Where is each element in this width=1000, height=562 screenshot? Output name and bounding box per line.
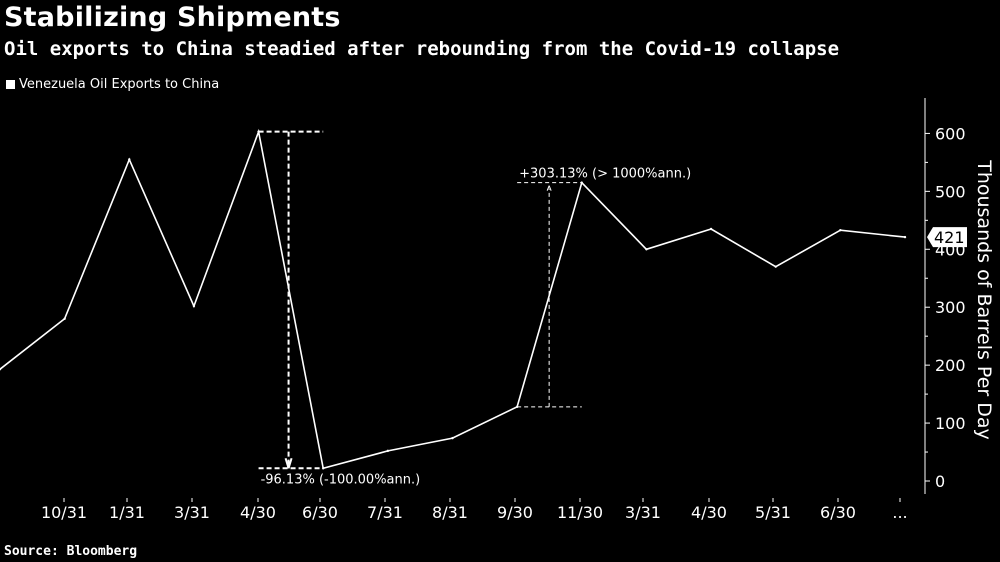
data-point (774, 265, 777, 268)
x-tick-label: 5/31 (755, 503, 791, 522)
x-axis: 10/31 1/31 3/31 4/30 6/30 7/31 8/31 9/30 11/30 3/… (41, 498, 908, 522)
last-value-tag: 421 (927, 227, 967, 248)
data-point (128, 158, 131, 161)
legend-label: Venezuela Oil Exports to China (19, 77, 220, 92)
y-tick-label: 600 (935, 124, 966, 143)
series-line-venezuela-oil-exports (0, 128, 906, 470)
data-point (0, 367, 2, 371)
annotation-rise-arrow-left (546, 185, 550, 191)
data-point (386, 449, 390, 453)
source-note: Source: Bloomberg (4, 544, 138, 559)
data-point (451, 436, 454, 440)
x-tick-label: ... (892, 503, 907, 522)
x-tick-label: 10/31 (41, 503, 87, 522)
last-value-label: 421 (934, 228, 965, 247)
data-point (903, 235, 907, 239)
data-point (839, 228, 842, 232)
x-tick-label: 1/31 (109, 503, 145, 522)
y-tick-label: 200 (935, 356, 966, 375)
x-tick-label: 3/31 (174, 503, 210, 522)
data-point (580, 181, 583, 184)
data-point (257, 130, 260, 133)
x-tick-label: 4/30 (240, 503, 276, 522)
data-point (645, 248, 648, 251)
x-tick-label: 6/30 (820, 503, 856, 522)
data-point (192, 304, 196, 308)
series-layer (0, 128, 907, 470)
annotation-rise-arrow-right (548, 185, 552, 191)
x-tick-label: 4/30 (691, 503, 727, 522)
legend-swatch (6, 80, 15, 89)
data-point (322, 467, 325, 470)
last-value-tag-shape (927, 227, 967, 248)
data-point (63, 317, 66, 320)
x-tick-label: 3/31 (625, 503, 661, 522)
y-tick-label: 300 (935, 298, 966, 317)
chart-title: Stabilizing Shipments (4, 2, 341, 33)
x-tick-label: 7/31 (367, 503, 403, 522)
chart-subtitle: Oil exports to China steadied after rebo… (4, 38, 840, 60)
annotation-drop-arrow-right (287, 457, 293, 469)
legend: Venezuela Oil Exports to China (6, 77, 219, 92)
x-tick-label: 11/30 (557, 503, 603, 522)
data-point (515, 405, 519, 409)
data-point (709, 227, 713, 231)
x-tick-label: 8/31 (432, 503, 468, 522)
annotation-drop-label: -96.13% (-100.00%ann.) (261, 472, 421, 487)
y-tick-label: 100 (935, 414, 966, 433)
annotation-rise-label: +303.13% (> 1000%ann.) (519, 167, 691, 182)
annotation-layer: -96.13% (-100.00%ann.) +303.13% (> 1000%a… (258, 130, 691, 487)
y-tick-label: 500 (935, 182, 966, 201)
x-tick-label: 9/30 (497, 503, 533, 522)
x-tick-label: 6/30 (302, 503, 338, 522)
y-axis-title: Thousands of Barrels Per Day (973, 159, 995, 440)
y-tick-label: 0 (935, 472, 945, 491)
